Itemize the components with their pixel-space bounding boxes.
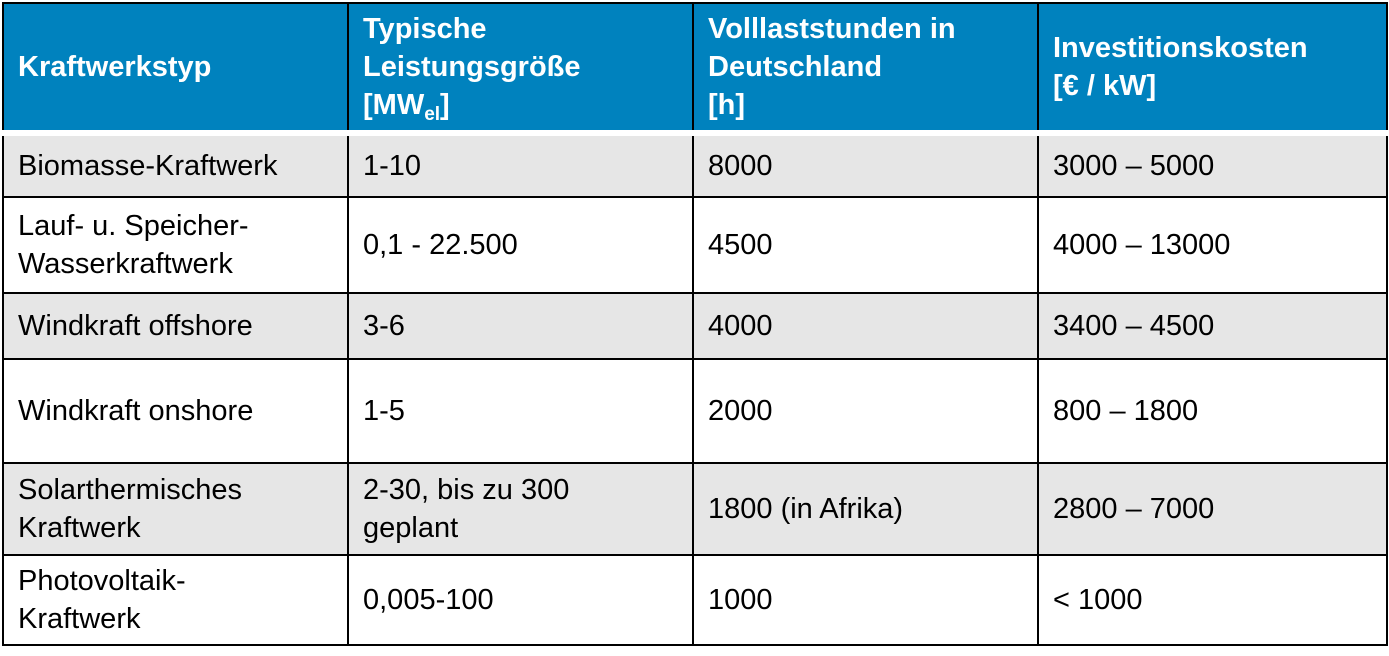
capacity-line1: 0,005-100 — [363, 584, 494, 616]
table-body: Biomasse-Kraftwerk 1-10 8000 3000 – 5000… — [2, 132, 1388, 646]
cell-capacity: 0,005-100 — [347, 554, 694, 646]
cell-cost: 2800 – 7000 — [1037, 462, 1388, 556]
cell-plant-type: Windkraft onshore — [2, 358, 349, 464]
plant-type-line2: Wasserkraftwerk — [18, 248, 233, 280]
plant-type-line1: Windkraft offshore — [18, 310, 253, 342]
cell-cost: 3000 – 5000 — [1037, 132, 1388, 198]
table-row: Photovoltaik- Kraftwerk 0,005-100 1000 < … — [2, 554, 1388, 646]
cell-capacity: 0,1 - 22.500 — [347, 196, 694, 294]
header-capacity-unit-prefix: [MW — [363, 89, 425, 121]
plant-type-line2: Kraftwerk — [18, 512, 141, 544]
cell-plant-type: Solarthermisches Kraftwerk — [2, 462, 349, 556]
table-row: Windkraft offshore 3-6 4000 3400 – 4500 — [2, 292, 1388, 360]
cell-plant-type: Biomasse-Kraftwerk — [2, 132, 349, 198]
cell-capacity: 1-10 — [347, 132, 694, 198]
cell-cost: 800 – 1800 — [1037, 358, 1388, 464]
cell-hours: 2000 — [692, 358, 1039, 464]
header-capacity-line2: Leistungsgröße — [363, 51, 581, 83]
header-hours-line1: Volllaststunden in — [708, 13, 956, 45]
header-typical-capacity: Typische Leistungsgröße [MWel] — [347, 2, 694, 136]
capacity-line1: 1-5 — [363, 395, 405, 427]
header-hours-line3: [h] — [708, 89, 746, 121]
table-row: Solarthermisches Kraftwerk 2-30, bis zu 3… — [2, 462, 1388, 556]
cell-hours: 1800 (in Afrika) — [692, 462, 1039, 556]
cell-plant-type: Windkraft offshore — [2, 292, 349, 360]
header-hours-line2: Deutschland — [708, 51, 883, 83]
header-capacity-unit-subscript: el — [424, 104, 441, 125]
capacity-line1: 3-6 — [363, 310, 405, 342]
cell-capacity: 3-6 — [347, 292, 694, 360]
table-row: Biomasse-Kraftwerk 1-10 8000 3000 – 5000 — [2, 132, 1388, 198]
header-capacity-unit-suffix: ] — [440, 89, 450, 121]
capacity-line1: 0,1 - 22.500 — [363, 229, 518, 261]
plant-type-line1: Photovoltaik- — [18, 565, 186, 597]
cell-plant-type: Photovoltaik- Kraftwerk — [2, 554, 349, 646]
cell-hours: 1000 — [692, 554, 1039, 646]
cell-hours: 4500 — [692, 196, 1039, 294]
power-plant-table: Kraftwerkstyp Typische Leistungsgröße [M… — [2, 2, 1388, 646]
plant-type-line1: Solarthermisches — [18, 474, 243, 506]
cell-hours: 4000 — [692, 292, 1039, 360]
capacity-line1: 2-30, bis zu 300 — [363, 474, 570, 506]
capacity-line2: geplant — [363, 512, 459, 544]
plant-type-line1: Biomasse-Kraftwerk — [18, 150, 278, 182]
cell-hours: 8000 — [692, 132, 1039, 198]
header-capacity-unit: [MWel] — [363, 89, 450, 124]
plant-type-line1: Lauf- u. Speicher- — [18, 210, 249, 242]
cell-cost: 3400 – 4500 — [1037, 292, 1388, 360]
header-plant-type: Kraftwerkstyp — [2, 2, 349, 136]
header-cost-line1: Investitionskosten — [1053, 32, 1308, 64]
header-capacity-line1: Typische — [363, 13, 487, 45]
header-full-load-hours: Volllaststunden in Deutschland [h] — [692, 2, 1039, 136]
plant-type-line1: Windkraft onshore — [18, 395, 254, 427]
table-row: Windkraft onshore 1-5 2000 800 – 1800 — [2, 358, 1388, 464]
header-investment-cost: Investitionskosten [€ / kW] — [1037, 2, 1388, 136]
capacity-line1: 1-10 — [363, 150, 422, 182]
plant-type-line2: Kraftwerk — [18, 603, 141, 635]
header-row: Kraftwerkstyp Typische Leistungsgröße [M… — [2, 2, 1388, 136]
table-row: Lauf- u. Speicher- Wasserkraftwerk 0,1 - … — [2, 196, 1388, 294]
header-cost-line2: [€ / kW] — [1053, 70, 1157, 102]
cell-plant-type: Lauf- u. Speicher- Wasserkraftwerk — [2, 196, 349, 294]
cell-capacity: 1-5 — [347, 358, 694, 464]
table-header: Kraftwerkstyp Typische Leistungsgröße [M… — [2, 2, 1388, 136]
cell-cost: 4000 – 13000 — [1037, 196, 1388, 294]
cell-capacity: 2-30, bis zu 300 geplant — [347, 462, 694, 556]
cell-cost: < 1000 — [1037, 554, 1388, 646]
header-plant-type-text: Kraftwerkstyp — [18, 51, 212, 83]
